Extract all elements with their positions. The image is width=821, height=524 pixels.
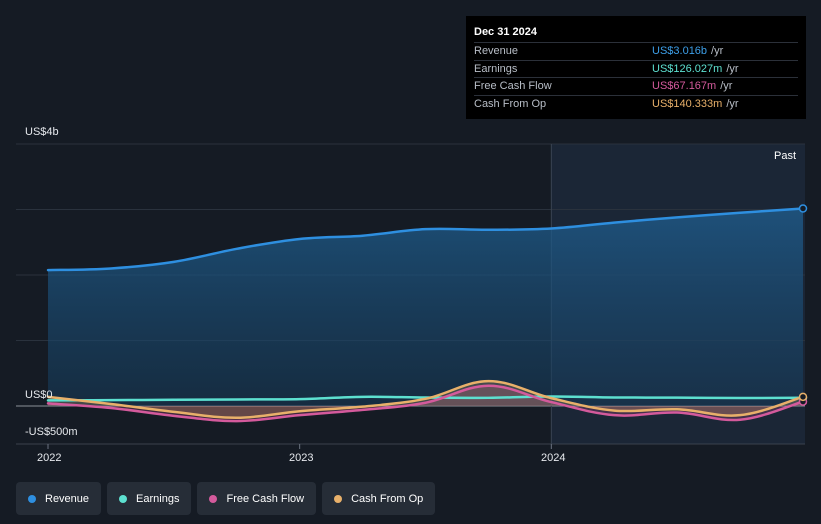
legend-label: Free Cash Flow — [226, 492, 305, 505]
tooltip-value: US$126.027m — [652, 62, 723, 75]
tooltip-unit: /yr — [711, 45, 724, 57]
tooltip-label: Revenue — [474, 45, 519, 57]
chart-legend: Revenue Earnings Free Cash Flow Cash Fro… — [16, 482, 436, 515]
series-area-revenue — [48, 208, 803, 406]
past-region-label: Past — [774, 150, 797, 162]
legend-label: Cash From Op — [351, 492, 424, 505]
y-tick-label-zero: US$0 — [25, 389, 53, 401]
tooltip-date: Dec 31 2024 — [474, 26, 537, 38]
tooltip-value: US$3.016b — [652, 45, 708, 57]
tooltip-unit: /yr — [720, 80, 733, 92]
x-tick-label-2024: 2024 — [541, 452, 566, 464]
tooltip-row-revenue: Revenue US$3.016b/yr — [474, 42, 798, 60]
tooltip-value: US$140.333m — [652, 97, 723, 110]
series-line-revenue — [46, 207, 805, 272]
y-tick-label-bottom: -US$500m — [25, 426, 78, 438]
legend-item-free-cash-flow[interactable]: Free Cash Flow — [197, 482, 317, 515]
tooltip-unit: /yr — [726, 97, 739, 110]
x-tick-label-2022: 2022 — [37, 452, 62, 464]
tooltip-label: Earnings — [474, 62, 518, 75]
series-endpoint-cash-from-op — [798, 392, 808, 402]
legend-item-cash-from-op[interactable]: Cash From Op — [322, 482, 436, 515]
tooltip-label: Free Cash Flow — [474, 80, 552, 92]
series-line-free-cash-flow — [46, 384, 805, 423]
legend-dot-icon — [334, 494, 343, 503]
legend-label: Earnings — [136, 492, 180, 505]
tooltip-row-cash-from-op: Cash From Op US$140.333m/yr — [474, 94, 798, 113]
tooltip-row-earnings: Earnings US$126.027m/yr — [474, 59, 798, 78]
tooltip-label: Cash From Op — [474, 97, 547, 110]
legend-dot-icon — [119, 494, 128, 503]
series-endpoint-revenue — [798, 204, 808, 213]
series-line-earnings — [46, 395, 805, 402]
series-line-cash-from-op — [46, 379, 805, 420]
x-tick-label-2023: 2023 — [289, 452, 314, 464]
legend-item-revenue[interactable]: Revenue — [16, 482, 102, 515]
legend-dot-icon — [209, 494, 218, 503]
legend-item-earnings[interactable]: Earnings — [107, 482, 192, 515]
tooltip-row-free-cash-flow: Free Cash Flow US$67.167m/yr — [474, 77, 798, 95]
data-tooltip: Dec 31 2024 Revenue US$3.016b/yr Earning… — [466, 16, 806, 119]
y-tick-label-top: US$4b — [25, 126, 59, 138]
legend-dot-icon — [28, 494, 36, 503]
tooltip-unit: /yr — [726, 62, 739, 75]
tooltip-value: US$67.167m — [652, 80, 717, 92]
legend-label: Revenue — [45, 492, 90, 505]
